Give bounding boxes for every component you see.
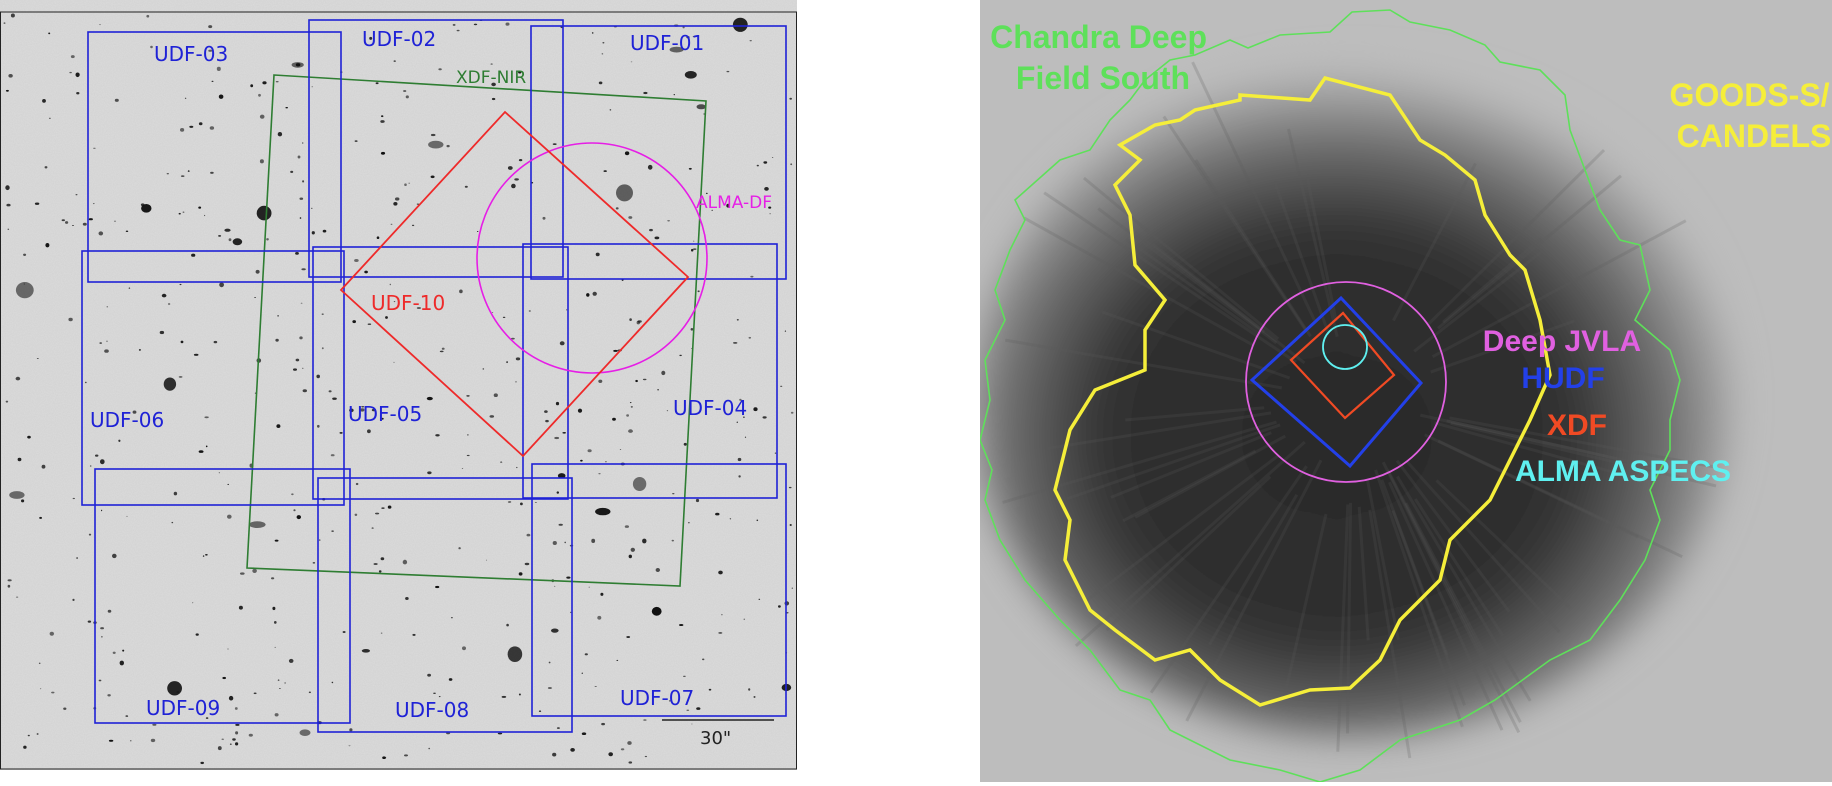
xdf-label: XDF — [1547, 409, 1607, 442]
sky-noise — [0, 0, 797, 770]
alma-df-footprint — [476, 142, 708, 374]
udf-footprints — [81, 19, 787, 733]
jvla-footprint — [1245, 281, 1447, 483]
udf-05-footprint — [312, 246, 569, 500]
udf-mosaic-image: UDF-03 UDF-02 UDF-01 UDF-06 UDF-05 UDF-0… — [0, 0, 797, 770]
udf-04-footprint — [522, 243, 778, 499]
udf-10-footprint — [339, 110, 690, 458]
aspecs-label: ALMA ASPECS — [1515, 455, 1731, 488]
udf-09-footprint — [94, 468, 351, 724]
udf-03-footprint — [87, 31, 342, 283]
xdf-nir-footprint — [246, 74, 707, 587]
chandra-footprint — [979, 9, 1681, 783]
alma-df-label: ALMA-DF — [696, 193, 772, 213]
udf-06-label: UDF-06 — [90, 408, 164, 432]
xdf-footprint — [1289, 311, 1396, 420]
goods-candels-label: GOODS-S/ CANDELS — [1670, 77, 1832, 154]
udf-09-label: UDF-09 — [146, 696, 220, 720]
udf-02-footprint — [308, 19, 564, 278]
udf-02-label: UDF-02 — [362, 27, 436, 51]
hudf-label: HUDF — [1521, 362, 1604, 395]
udf-04-label: UDF-04 — [673, 396, 747, 420]
exposure-rays — [1002, 61, 1717, 759]
udf-08-label: UDF-08 — [395, 698, 469, 722]
aspecs-footprint — [1322, 324, 1368, 370]
survey-footprints-image: Chandra Deep Field South GOODS-S/ CANDEL… — [972, 0, 1832, 783]
chandra-label: Chandra Deep Field South — [990, 19, 1216, 96]
survey-footprints-panel: Chandra Deep Field South GOODS-S/ CANDEL… — [972, 0, 1832, 783]
udf-01-footprint — [530, 25, 787, 280]
galaxy-field — [3, 13, 794, 765]
udf-03-label: UDF-03 — [154, 42, 228, 66]
hudf-footprint — [1249, 295, 1424, 469]
udf-01-label: UDF-01 — [630, 31, 704, 55]
udf-07-label: UDF-07 — [620, 686, 694, 710]
udf-08-footprint — [317, 477, 573, 733]
udf-07-footprint — [531, 463, 787, 717]
jvla-label: Deep JVLA — [1483, 325, 1641, 358]
udf-05-label: UDF-05 — [348, 402, 422, 426]
udf-10-label: UDF-10 — [371, 291, 445, 315]
xdf-nir-label: XDF-NIR — [456, 68, 526, 88]
udf-06-footprint — [81, 250, 345, 506]
exposure-map — [972, 67, 1732, 737]
udf-mosaic-panel: UDF-03 UDF-02 UDF-01 UDF-06 UDF-05 UDF-0… — [0, 0, 797, 770]
scale-bar-label: 30" — [700, 728, 731, 749]
image-frame — [0, 11, 797, 770]
goods-candels-footprint — [1053, 75, 1552, 707]
